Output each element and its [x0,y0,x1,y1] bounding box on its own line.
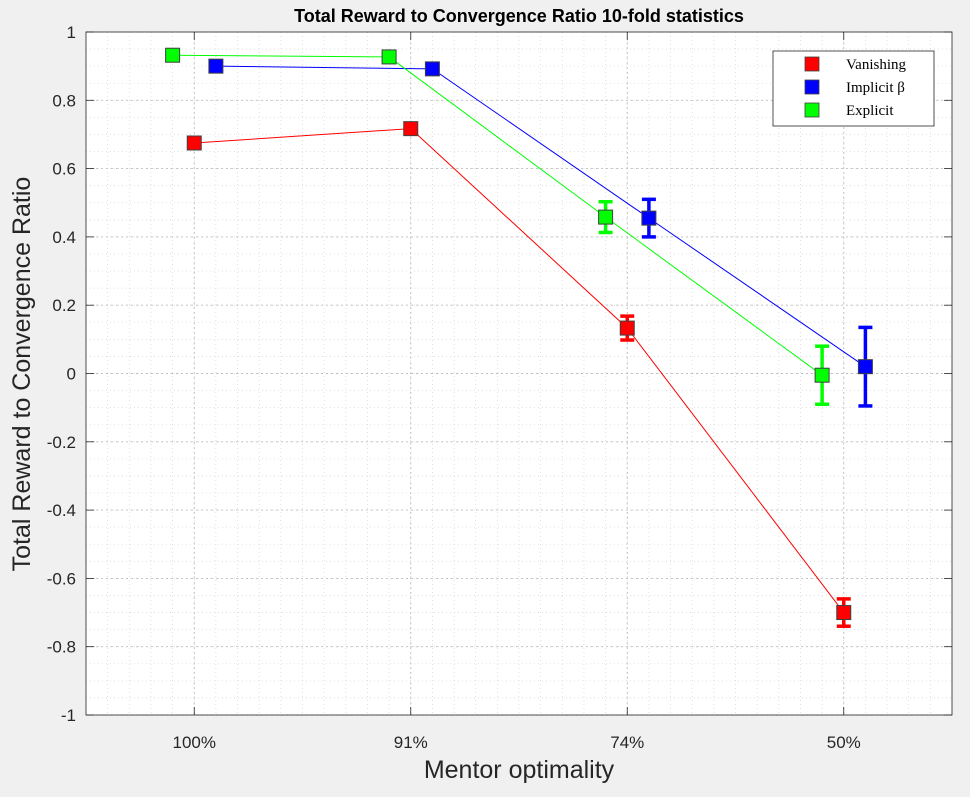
y-tick-label: 0.6 [52,160,76,179]
chart-title: Total Reward to Convergence Ratio 10-fol… [294,6,744,26]
series-0 [186,121,852,628]
x-axis-label: Mentor optimality [424,756,615,784]
y-tick-label: 0.4 [52,228,76,247]
series-2 [165,47,830,406]
legend-marker [804,79,820,95]
y-tick-label: 1 [67,23,76,42]
series-line [172,54,823,376]
y-tick-label: -0.4 [47,501,76,520]
y-tick-label: -1 [61,706,76,725]
legend-label: Vanishing [846,57,907,73]
data-point [165,47,181,63]
series-line [215,65,866,368]
series-layer [165,47,873,628]
data-point [381,49,397,65]
data-point [598,209,614,225]
y-tick-label: 0 [67,365,76,384]
data-point [814,367,830,383]
data-point [208,58,224,74]
data-point [836,605,852,621]
data-point [619,320,635,336]
legend-box [772,50,935,127]
axis-layer: -1 -0.8 -0.6 -0.4 -0.2 0 0.2 0.4 0.6 0.8 1 100% 91% 7… [47,23,952,752]
y-axis-label: Total Reward to Convergence Ratio [8,177,36,572]
grid-layer [85,31,953,716]
series-1 [208,58,873,408]
data-point [857,359,873,375]
legend-label: Explicit [846,103,894,119]
data-point [403,121,419,137]
legend-marker [804,102,820,118]
y-tick-label: 0.8 [52,91,76,110]
x-tick-label: 91% [394,733,428,752]
y-tick-label: 0.2 [52,296,76,315]
legend-label: Implicit β [846,80,905,96]
data-point [424,61,440,77]
y-tick-label: -0.8 [47,638,76,657]
legend-marker [804,56,820,72]
x-tick-label: 74% [610,733,644,752]
series-line [194,128,845,613]
y-tick-label: -0.2 [47,433,76,452]
legend: Vanishing Implicit β Explicit [772,50,935,127]
data-point [186,135,202,151]
x-tick-label: 50% [827,733,861,752]
data-point [641,210,657,226]
y-tick-label: -0.6 [47,569,76,588]
x-tick-label: 100% [173,733,216,752]
